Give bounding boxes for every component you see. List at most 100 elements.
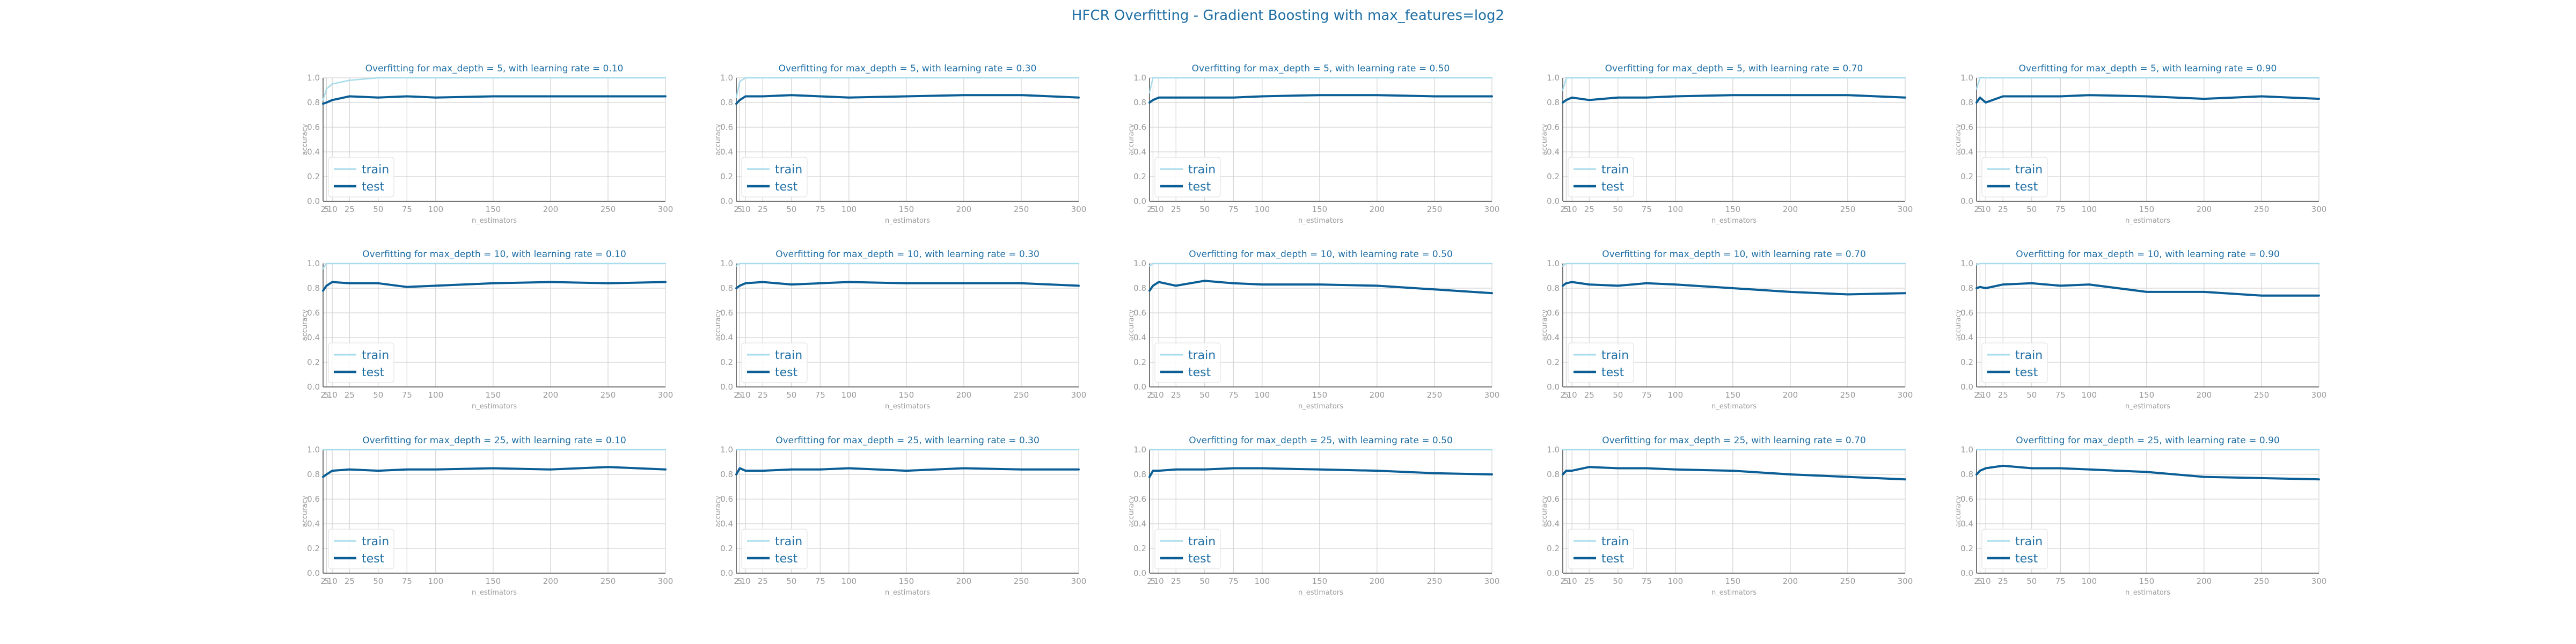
legend-label-test: test [1601,552,1624,566]
y-tick-label: 1.0 [1960,259,1973,268]
x-tick-label: 75 [1228,576,1239,586]
series-line-train [1562,77,1906,91]
subplot-title: Overfitting for max_depth = 25, with lea… [775,435,1040,446]
y-tick-label: 0.4 [1547,333,1560,342]
subplot-2-1: Overfitting for max_depth = 10, with lea… [301,249,673,411]
subplot-1-1: Overfitting for max_depth = 5, with lear… [301,63,673,225]
x-tick-label: 75 [2055,576,2066,586]
x-tick-label: 250 [1840,576,1856,586]
x-tick-label: 200 [956,204,972,214]
y-tick-label: 0.0 [1133,568,1146,578]
x-tick-label: 25 [1584,204,1594,214]
y-tick-label: 1.0 [1133,73,1146,83]
y-tick-label: 1.0 [307,73,320,83]
series-line-train [1148,262,1493,267]
x-tick-label: 250 [1014,576,1029,586]
x-tick-label: 2 [1147,390,1152,400]
x-tick-label: 50 [2026,390,2037,400]
y-tick-label: 0.2 [1547,544,1560,553]
x-tick-label: 300 [658,204,674,214]
x-tick-label: 200 [1783,204,1798,214]
subplot-1-4: Overfitting for max_depth = 5, with lear… [1541,63,1913,225]
y-axis-label: accuracy [301,123,309,155]
x-axis-label: n_estimators [885,402,930,411]
y-tick-label: 0.0 [307,568,320,578]
x-tick-label: 100 [841,390,857,400]
legend-label-test: test [1601,180,1624,194]
x-tick-label: 75 [815,204,825,214]
y-tick-label: 0.8 [1547,283,1560,293]
subplot-title: Overfitting for max_depth = 5, with lear… [1192,63,1450,74]
y-axis-label: accuracy [1541,495,1549,527]
x-tick-label: 5 [737,576,743,586]
x-tick-label: 300 [1898,390,1913,400]
legend-label-test: test [2015,552,2038,566]
x-tick-label: 50 [2026,204,2037,214]
x-tick-label: 5 [1978,576,1983,586]
y-tick-label: 1.0 [1133,445,1146,455]
legend-label-test: test [1188,366,1211,379]
y-tick-label: 0.6 [1960,308,1973,318]
y-tick-label: 0.6 [1960,122,1973,132]
series-line-test [1148,94,1493,104]
x-tick-label: 250 [1014,204,1029,214]
x-tick-label: 250 [2254,390,2270,400]
x-tick-label: 25 [1171,390,1181,400]
subplot-2-5: Overfitting for max_depth = 10, with lea… [1955,249,2326,411]
y-tick-label: 0.2 [720,357,733,367]
y-tick-label: 0.8 [1960,470,1973,479]
legend-label-train: train [362,349,389,362]
series-line-test [735,94,1080,105]
y-tick-label: 0.8 [307,470,320,479]
subplot-2-4: Overfitting for max_depth = 10, with lea… [1541,249,1913,411]
y-tick-label: 0.8 [1547,470,1560,479]
x-tick-label: 150 [486,390,501,400]
x-tick-label: 10 [1981,390,1991,400]
legend-label-test: test [2015,180,2038,194]
subplot-1-5: Overfitting for max_depth = 5, with lear… [1955,63,2326,225]
legend-label-train: train [1188,163,1216,177]
x-tick-label: 250 [1427,576,1443,586]
x-tick-label: 150 [2139,576,2155,586]
y-tick-label: 1.0 [307,259,320,268]
series-line-train [1562,262,1906,267]
y-axis-label: accuracy [1955,495,1963,527]
x-tick-label: 150 [1312,390,1328,400]
x-tick-label: 50 [1199,204,1210,214]
x-tick-label: 100 [1667,204,1683,214]
y-tick-label: 0.0 [307,382,320,392]
figure-title: HFCR Overfitting - Gradient Boosting wit… [1071,8,1505,24]
y-tick-label: 0.8 [720,470,733,479]
y-tick-label: 0.6 [1547,308,1560,318]
x-tick-label: 100 [2081,390,2097,400]
subplot-1-3: Overfitting for max_depth = 5, with lear… [1128,63,1499,225]
x-tick-label: 25 [1584,390,1594,400]
x-tick-label: 10 [1154,576,1164,586]
y-tick-label: 1.0 [1547,445,1560,455]
x-tick-label: 200 [2197,204,2212,214]
x-tick-label: 50 [1199,390,1210,400]
legend-label-test: test [1188,552,1211,566]
x-tick-label: 25 [1171,576,1181,586]
x-tick-label: 250 [1427,390,1443,400]
x-tick-label: 200 [543,576,559,586]
x-tick-label: 300 [1484,390,1500,400]
series-line-test [322,281,667,292]
subplot-3-3: Overfitting for max_depth = 25, with lea… [1128,435,1499,597]
x-tick-label: 50 [1199,576,1210,586]
series-line-test [735,281,1080,289]
y-axis-label: accuracy [301,309,309,341]
x-tick-label: 10 [741,390,751,400]
x-tick-label: 5 [1564,390,1569,400]
y-tick-label: 1.0 [720,259,733,268]
x-tick-label: 75 [402,390,412,400]
y-tick-label: 0.0 [720,568,733,578]
y-tick-label: 0.6 [720,122,733,132]
y-tick-label: 0.6 [1133,122,1146,132]
x-tick-label: 50 [2026,576,2037,586]
x-tick-label: 250 [2254,204,2270,214]
y-axis-label: accuracy [1128,495,1136,527]
series-line-test [1562,466,1906,481]
x-tick-label: 250 [1840,390,1856,400]
x-tick-label: 75 [815,390,825,400]
